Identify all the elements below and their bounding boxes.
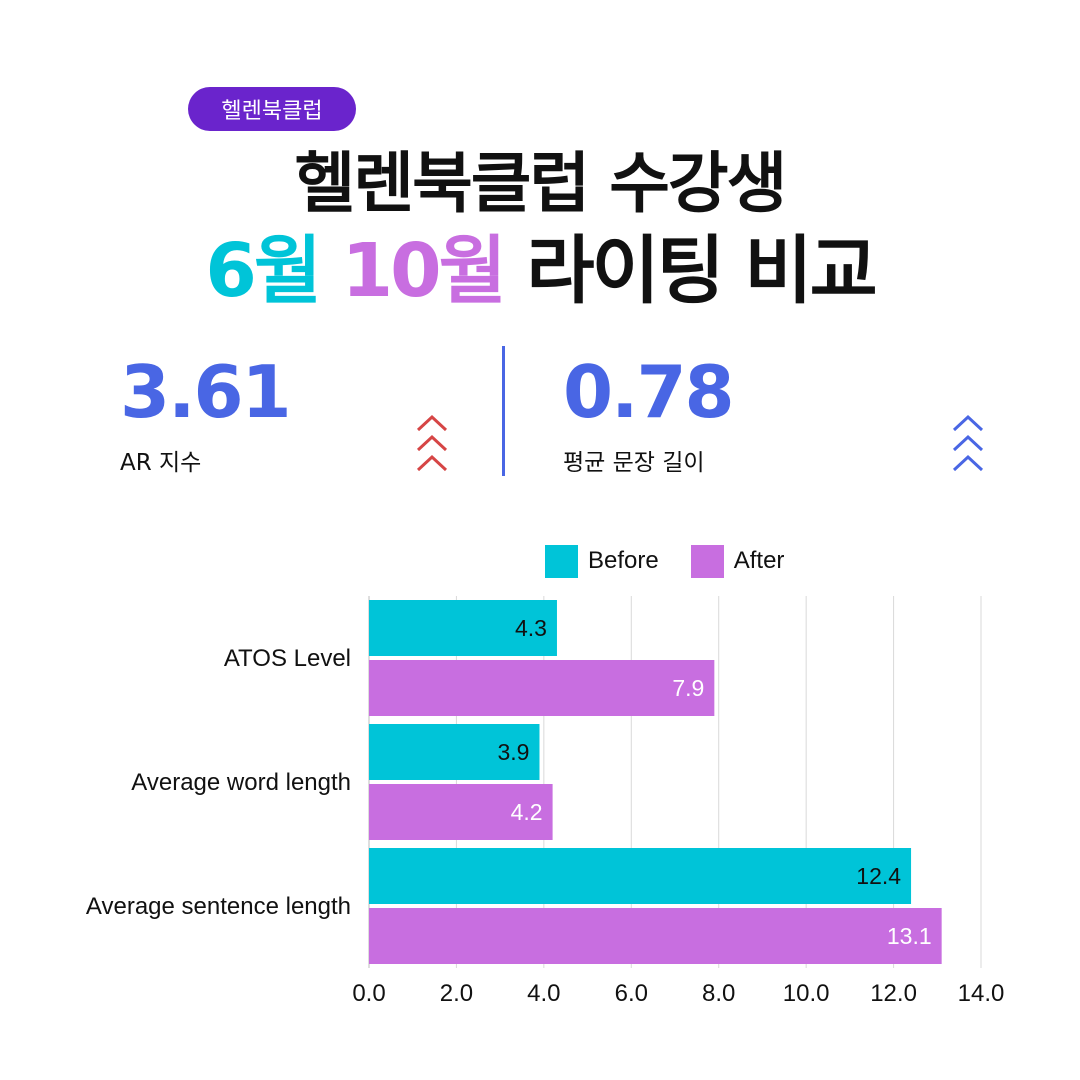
up-chevrons-icon	[416, 414, 448, 472]
legend-swatch-before	[545, 544, 578, 578]
stats-divider	[502, 346, 505, 476]
ar-index-label: AR 지수	[120, 450, 202, 476]
sentence-length-value: 0.78	[563, 350, 735, 434]
legend-swatch-after	[690, 544, 724, 578]
x-tick-label: 8.0	[702, 980, 735, 1007]
x-tick-label: 10.0	[783, 980, 830, 1007]
x-tick-label: 14.0	[958, 980, 1005, 1007]
chart-legend: Before After	[545, 543, 816, 579]
up-chevrons-icon	[952, 414, 984, 472]
title-rest: 라이팅 비교	[526, 228, 878, 314]
brand-badge: 헬렌북클럽	[188, 87, 356, 131]
bar-after	[369, 660, 715, 716]
x-tick-label: 12.0	[870, 980, 917, 1007]
data-label: 7.9	[672, 675, 704, 701]
category-label: ATOS Level	[224, 645, 351, 672]
data-label: 3.9	[498, 739, 530, 765]
data-label: 12.4	[856, 863, 901, 889]
bar-before	[369, 848, 912, 904]
data-label: 13.1	[887, 923, 932, 949]
title-month-after: 10월	[341, 228, 507, 314]
data-label: 4.2	[511, 799, 543, 825]
bar-before	[369, 600, 557, 656]
legend-label-after: After	[733, 547, 785, 574]
category-label: Average sentence length	[86, 893, 351, 920]
x-tick-label: 6.0	[615, 980, 648, 1007]
sentence-length-label: 평균 문장 길이	[563, 450, 705, 476]
x-tick-label: 0.0	[352, 980, 385, 1007]
x-tick-label: 4.0	[527, 980, 560, 1007]
bar-after	[369, 908, 942, 964]
data-label: 4.3	[515, 615, 547, 641]
x-tick-label: 2.0	[440, 980, 473, 1007]
bar-before	[369, 724, 540, 780]
title-month-before: 6월	[205, 228, 322, 314]
category-label: Average word length	[131, 769, 351, 796]
legend-label-before: Before	[588, 547, 659, 574]
ar-index-value: 3.61	[120, 350, 292, 434]
bar-after	[369, 784, 553, 840]
title-line-2: 6월 10월 라이팅 비교	[0, 226, 1080, 316]
title-line-1: 헬렌북클럽 수강생	[294, 145, 788, 222]
